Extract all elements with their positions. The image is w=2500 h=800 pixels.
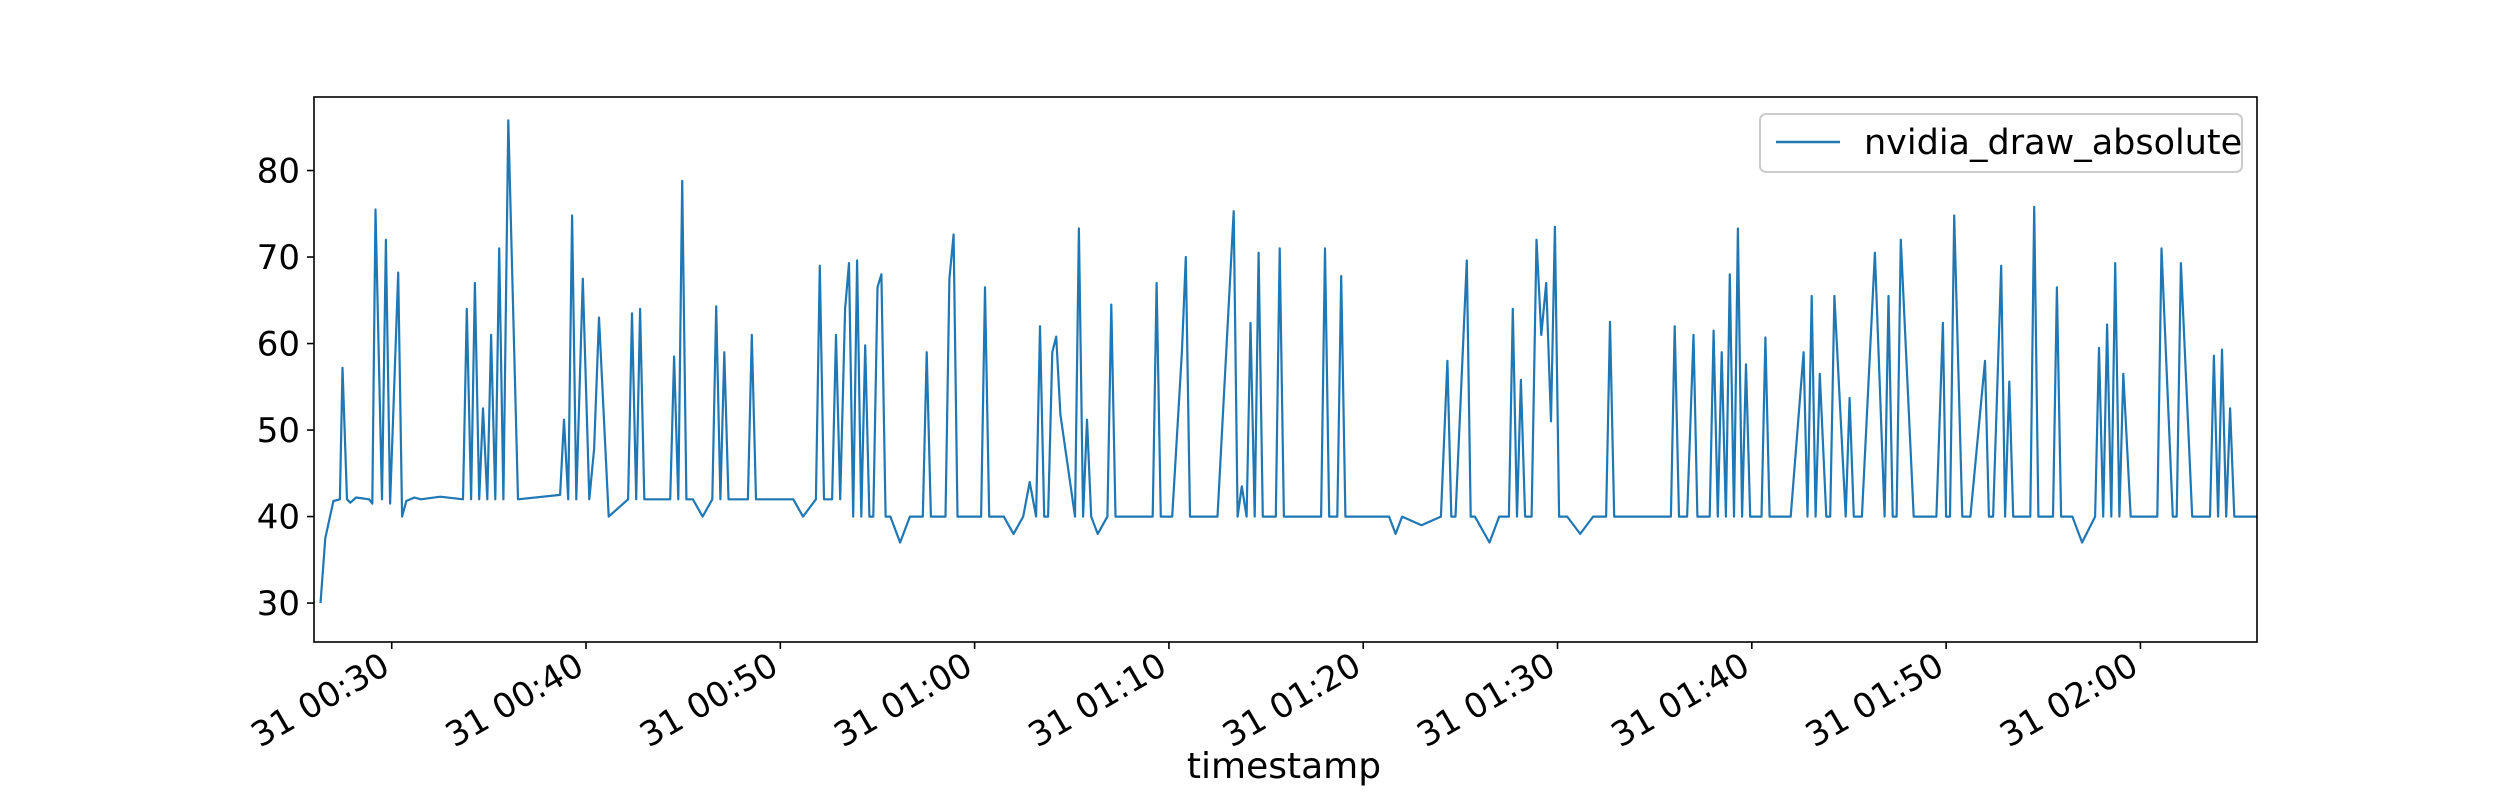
x-axis-label: timestamp (1187, 746, 1381, 787)
legend: nvidia_draw_absolute (1759, 113, 2243, 173)
plot-area (319, 119, 2257, 604)
legend-label: nvidia_draw_absolute (1864, 123, 2242, 163)
plot-frame (313, 96, 2258, 643)
y-tick-label: 50 (257, 411, 300, 451)
legend-box (1759, 113, 2243, 173)
y-tick-label: 30 (257, 584, 300, 624)
y-tick-label: 80 (257, 152, 300, 192)
y-tick-label: 40 (257, 498, 300, 538)
series-line-nvidia-draw-absolute (319, 119, 2257, 604)
y-tick-label: 60 (257, 325, 300, 365)
y-tick-label: 70 (257, 238, 300, 278)
